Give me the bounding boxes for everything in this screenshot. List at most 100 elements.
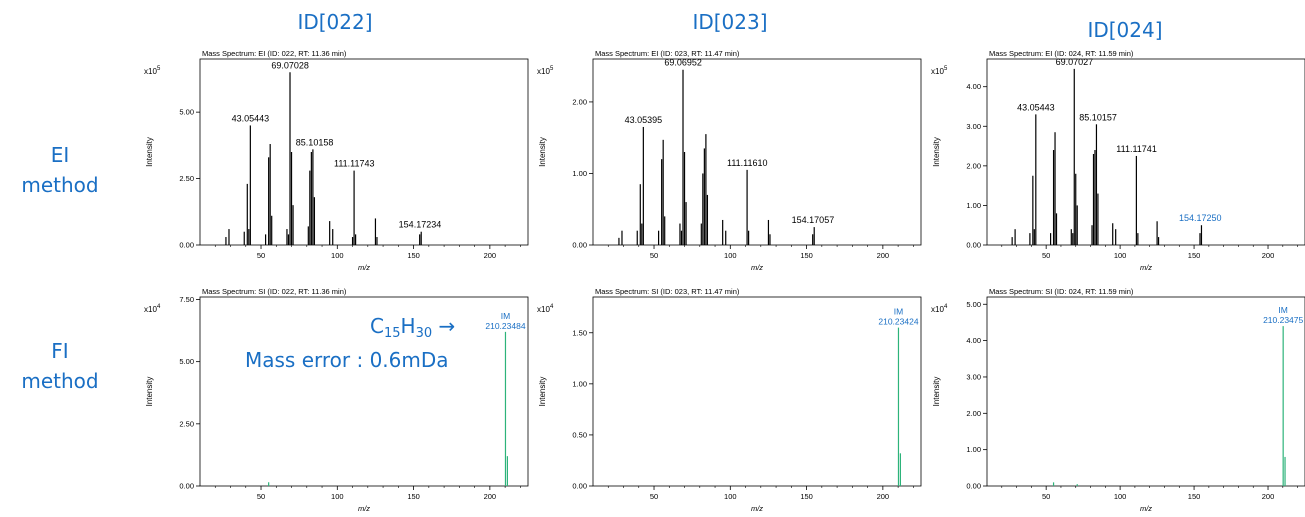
chart1-plot-frame	[592, 58, 922, 246]
formula-h: H	[400, 314, 416, 338]
row-label-fi-line2: method	[21, 369, 99, 393]
chart3-xtick-label: 150	[407, 492, 420, 501]
chart2-xtick-label: 50	[1042, 251, 1050, 260]
chart5-xtick-label: 200	[1262, 492, 1275, 501]
chart4-ytick-label: 1.00	[572, 379, 587, 388]
chart3-ytick-label: 2.50	[179, 419, 194, 428]
formula-c-subscript: 15	[383, 326, 401, 341]
chart3-ytick-label: 5.00	[179, 357, 194, 366]
chart3-plot-frame	[199, 296, 529, 487]
chart2-xtick-label: 200	[1262, 251, 1275, 260]
chart2-xtick-label: 150	[1188, 251, 1201, 260]
chart1-peak-label: 154.17057	[792, 215, 835, 225]
chart0-exponent-label: x10	[144, 67, 157, 76]
chart0-xtick-label: 100	[331, 251, 344, 260]
chart0-peak-label: 85.10158	[296, 137, 334, 147]
chart1-title: Mass Spectrum: EI (ID: 023, RT: 11.47 mi…	[595, 49, 740, 58]
chart4-plot-frame	[592, 296, 922, 487]
chart0-xlabel: m/z	[358, 263, 370, 272]
chart2-ytick-label: 0.00	[966, 241, 981, 250]
chart5-peak-label: 210.23475	[1263, 315, 1303, 325]
chart0-peak-label: 154.17234	[399, 220, 442, 230]
arrow-icon: →	[438, 314, 456, 338]
chart5-plot-frame	[986, 296, 1305, 487]
formula-c: C	[370, 314, 384, 338]
chart4-peak-label-tag: IM	[894, 307, 903, 317]
chart2-ylabel: Intensity	[932, 137, 941, 167]
chart2-title: Mass Spectrum: EI (ID: 024, RT: 11.59 mi…	[989, 49, 1134, 58]
chart2-exponent-value: 5	[944, 66, 948, 72]
chart0-exponent-value: 5	[157, 66, 161, 72]
chart4-xtick-label: 150	[800, 492, 813, 501]
chart3-xtick-label: 200	[484, 492, 497, 501]
chart5-ytick-label: 0.00	[966, 482, 981, 491]
chart4-xtick-label: 200	[877, 492, 890, 501]
chart1-peak-label: 69.06952	[664, 58, 702, 68]
chart2-peak-label: 154.17250	[1179, 213, 1222, 223]
formula-h-subscript: 30	[415, 326, 433, 341]
chart2-plot-frame	[986, 58, 1305, 246]
chart5-xtick-label: 100	[1114, 492, 1127, 501]
chart4-peak-label: 210.23424	[878, 317, 918, 327]
chart2-ytick-label: 3.00	[966, 122, 981, 131]
chart0-plot-frame	[199, 58, 529, 246]
chart2-peak-label: 69.07027	[1056, 57, 1094, 67]
chart0-ylabel: Intensity	[145, 137, 154, 167]
chart4-exponent-value: 4	[550, 304, 554, 310]
chart1-xtick-label: 100	[724, 251, 737, 260]
column-header-id023: ID[023]	[692, 10, 768, 34]
chart2-ytick-label: 1.00	[966, 201, 981, 210]
chart0-xtick-label: 150	[407, 251, 420, 260]
chart4-title: Mass Spectrum: SI (ID: 023, RT: 11.47 mi…	[595, 287, 740, 296]
chart3-peak-label: 210.23484	[485, 321, 525, 331]
chart3-ytick-label: 7.50	[179, 295, 194, 304]
chart1-ylabel: Intensity	[538, 137, 547, 167]
chart3-title: Mass Spectrum: SI (ID: 022, RT: 11.36 mi…	[202, 287, 347, 296]
chart5-xtick-label: 50	[1042, 492, 1050, 501]
chart1-ytick-label: 0.00	[572, 241, 587, 250]
chart0-xtick-label: 200	[484, 251, 497, 260]
chart4-ylabel: Intensity	[538, 377, 547, 407]
chart2-ytick-label: 2.00	[966, 161, 981, 170]
chart2-xlabel: m/z	[1140, 263, 1152, 272]
row-label-ei-line1: EI	[50, 143, 70, 167]
chart5-ylabel: Intensity	[932, 377, 941, 407]
chart2-peak-label: 43.05443	[1017, 102, 1055, 112]
row-label-ei-line2: method	[21, 173, 99, 197]
column-header-id024: ID[024]	[1087, 18, 1163, 42]
row-label-fi: FI method	[15, 336, 105, 396]
chart1-exponent-value: 5	[550, 66, 554, 72]
chart2-peak-label: 111.11741	[1116, 144, 1157, 154]
chart1-peak-label: 111.11610	[727, 158, 768, 168]
chart4-xtick-label: 50	[650, 492, 658, 501]
chart3-xlabel: m/z	[358, 504, 370, 513]
chart3-ylabel: Intensity	[145, 377, 154, 407]
chart3-exponent-value: 4	[157, 304, 161, 310]
chart3-ytick-label: 0.00	[179, 482, 194, 491]
column-header-id022: ID[022]	[297, 10, 373, 34]
chart4-xlabel: m/z	[751, 504, 763, 513]
chart1-peak-label: 43.05395	[625, 115, 663, 125]
chart4-exponent-label: x10	[537, 305, 550, 314]
chart2-ytick-label: 4.00	[966, 82, 981, 91]
chart1-xtick-label: 50	[650, 251, 658, 260]
chart5-ytick-label: 3.00	[966, 372, 981, 381]
chart5-exponent-label: x10	[931, 305, 944, 314]
chart5-ytick-label: 2.00	[966, 409, 981, 418]
chart1-xtick-label: 150	[800, 251, 813, 260]
chart2-peak-label: 85.10157	[1079, 112, 1117, 122]
chart1-exponent-label: x10	[537, 67, 550, 76]
chart3-exponent-label: x10	[144, 305, 157, 314]
chart1-ytick-label: 2.00	[572, 97, 587, 106]
chart0-ytick-label: 2.50	[179, 174, 194, 183]
chart3-xtick-label: 50	[257, 492, 265, 501]
chart4-ytick-label: 0.50	[572, 430, 587, 439]
mass-error-annotation: Mass error : 0.6mDa	[245, 348, 449, 372]
chart3-peak-label-tag: IM	[501, 311, 510, 321]
row-label-ei: EI method	[15, 140, 105, 200]
chart4-ytick-label: 1.50	[572, 328, 587, 337]
chart3-xtick-label: 100	[331, 492, 344, 501]
chart0-ytick-label: 0.00	[179, 241, 194, 250]
chart4-xtick-label: 100	[724, 492, 737, 501]
